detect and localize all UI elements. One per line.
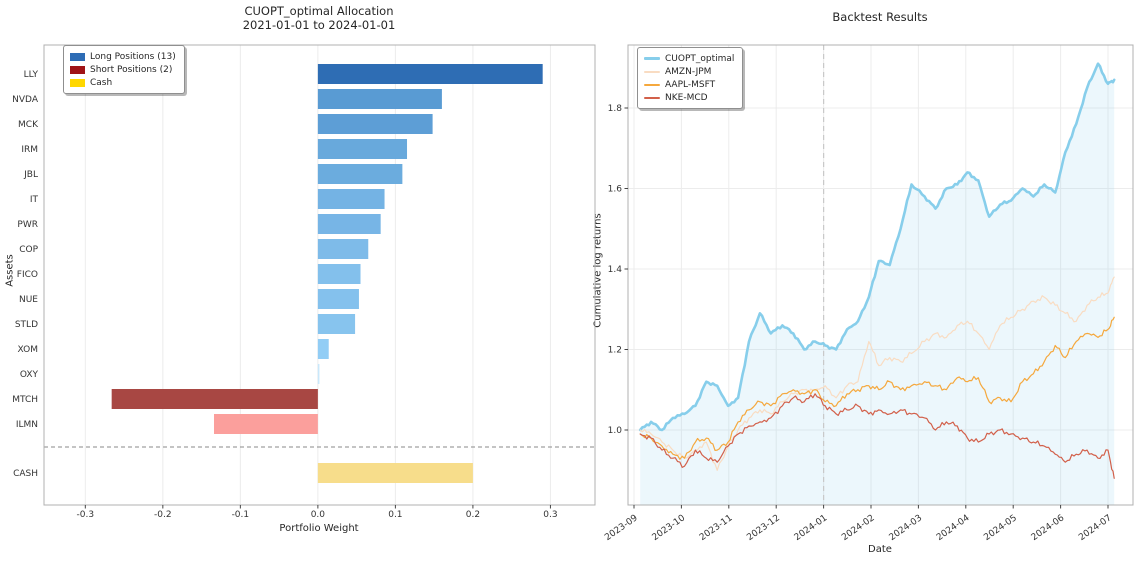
bar-IT — [317, 189, 385, 209]
asset-tick-label-FICO: FICO — [17, 270, 38, 280]
x-tick-label: -0.3 — [77, 510, 95, 520]
asset-tick-label-STLD: STLD — [15, 320, 38, 330]
asset-tick-label-IT: IT — [30, 195, 39, 205]
legend-item-aapl-msft: AAPL-MSFT — [644, 78, 734, 91]
allocation-xlabel: Portfolio Weight — [279, 523, 359, 534]
bar-PWR — [317, 214, 381, 234]
bar-NUE — [317, 289, 359, 309]
allocation-axes-frame — [43, 44, 596, 506]
legend-item-amzn-jpm: AMZN-JPM — [644, 65, 734, 78]
x-tick-label: 0.2 — [466, 510, 480, 520]
x-tick-label: 2024-03 — [888, 513, 925, 543]
asset-tick-label-NUE: NUE — [19, 295, 38, 305]
asset-tick-label-LLY: LLY — [24, 70, 39, 80]
x-tick-label: 0.1 — [388, 510, 402, 520]
allocation-legend: Long Positions (13) Short Positions (2) … — [63, 45, 185, 94]
cuopt-fill-area — [640, 63, 1115, 505]
legend-label: CUOPT_optimal — [665, 53, 735, 64]
legend-item-short: Short Positions (2) — [70, 63, 176, 76]
cash-swatch — [70, 78, 85, 87]
asset-tick-label-PWR: PWR — [17, 220, 38, 230]
asset-tick-label-MCK: MCK — [18, 120, 39, 130]
series-line-CUOPT_optimal — [638, 62, 1116, 432]
x-tick-label: -0.2 — [154, 510, 172, 520]
legend-item-long: Long Positions (13) — [70, 50, 176, 63]
bar-IRM — [317, 139, 408, 159]
backtest-legend: CUOPT_optimal AMZN-JPM AAPL-MSFT NKE-MCD — [637, 47, 744, 109]
allocation-chart-title: CUOPT_optimal Allocation 2021-01-01 to 2… — [119, 4, 519, 32]
legend-label: Cash — [90, 77, 113, 88]
asset-tick-label-MTCH: MTCH — [12, 395, 38, 405]
y-tick-label: 1.0 — [608, 426, 623, 436]
amzn-jpm-line-swatch — [644, 70, 660, 73]
x-tick-label: -0.1 — [232, 510, 250, 520]
y-tick-label: 1.8 — [608, 104, 623, 114]
nke-mcd-line-swatch — [644, 96, 660, 99]
bar-ILMN — [213, 414, 318, 434]
backtest-xlabel: Date — [868, 544, 892, 555]
asset-tick-label-ILMN: ILMN — [16, 420, 38, 430]
bar-STLD — [317, 314, 356, 334]
x-tick-label: 0.0 — [311, 510, 326, 520]
x-tick-label: 2024-05 — [982, 513, 1019, 543]
x-tick-label: 2024-04 — [935, 513, 972, 543]
legend-label: AAPL-MSFT — [665, 79, 716, 90]
bar-OXY — [317, 364, 320, 384]
asset-tick-label-COP: COP — [19, 245, 38, 255]
bar-CASH — [317, 463, 473, 483]
y-tick-label: 1.6 — [608, 185, 623, 195]
x-tick-label: 2024-07 — [1077, 513, 1114, 543]
x-tick-label: 2024-02 — [840, 513, 877, 543]
allocation-title-line-1: CUOPT_optimal Allocation — [244, 4, 394, 18]
y-tick-label: 1.2 — [608, 346, 622, 356]
bar-JBL — [317, 164, 403, 184]
x-tick-label: 2023-09 — [603, 513, 640, 543]
cuopt-line-swatch — [644, 57, 660, 60]
legend-item-cuopt: CUOPT_optimal — [644, 52, 734, 65]
backtest-chart-title: Backtest Results — [832, 10, 928, 24]
bar-LLY — [317, 64, 543, 84]
x-tick-label: 2023-12 — [745, 513, 782, 543]
x-tick-label: 2023-10 — [651, 513, 688, 543]
asset-tick-label-OXY: OXY — [20, 370, 39, 380]
bar-NVDA — [317, 89, 442, 109]
short-positions-swatch — [70, 65, 85, 74]
y-tick-label: 1.4 — [608, 265, 623, 275]
legend-label: Short Positions (2) — [90, 64, 173, 75]
asset-tick-label-IRM: IRM — [21, 145, 38, 155]
asset-tick-label-JBL: JBL — [23, 170, 38, 180]
asset-tick-label-XOM: XOM — [18, 345, 38, 355]
asset-tick-label-NVDA: NVDA — [12, 95, 39, 105]
long-positions-swatch — [70, 52, 85, 61]
aapl-msft-line-swatch — [644, 83, 660, 86]
allocation-title-line-2: 2021-01-01 to 2024-01-01 — [242, 18, 396, 32]
bar-MCK — [317, 114, 433, 134]
x-tick-label: 0.3 — [543, 510, 557, 520]
bar-COP — [317, 239, 369, 259]
bar-MTCH — [111, 389, 318, 409]
legend-item-cash: Cash — [70, 76, 176, 89]
x-tick-label: 2024-01 — [793, 513, 830, 543]
series-line-AMZN-JPM — [639, 276, 1115, 471]
series-line-NKE-MCD — [639, 393, 1115, 479]
bar-XOM — [317, 339, 329, 359]
x-tick-label: 2023-11 — [698, 513, 735, 543]
x-tick-label: 2024-06 — [1030, 513, 1067, 543]
asset-tick-label-CASH: CASH — [13, 469, 38, 479]
legend-item-nke-mcd: NKE-MCD — [644, 91, 734, 104]
bar-FICO — [317, 264, 361, 284]
legend-label: Long Positions (13) — [90, 51, 176, 62]
series-line-AAPL-MSFT — [639, 316, 1115, 460]
legend-label: AMZN-JPM — [665, 66, 712, 77]
backtest-axes-frame — [627, 44, 1134, 506]
legend-label: NKE-MCD — [665, 92, 708, 103]
